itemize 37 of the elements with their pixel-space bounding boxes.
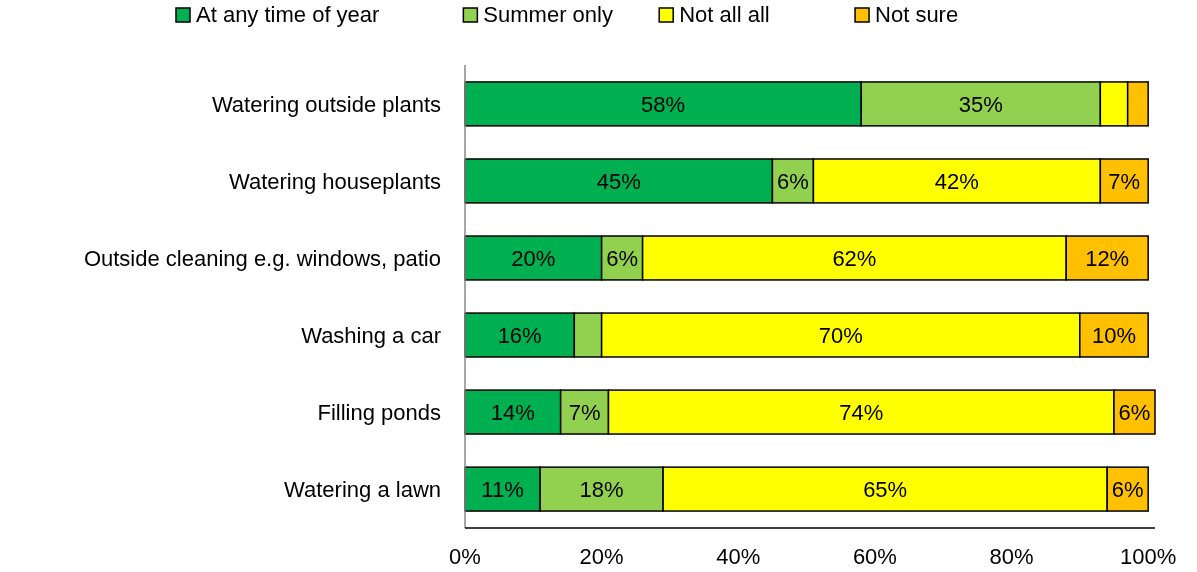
data-label: 10% — [1091, 322, 1137, 348]
data-label: 7% — [568, 399, 601, 425]
data-label: 14% — [490, 399, 535, 425]
data-label: 6% — [606, 245, 639, 271]
data-label: 42% — [934, 168, 979, 194]
x-tick-label: 60% — [852, 544, 897, 569]
data-label: 7% — [1108, 168, 1141, 194]
data-label: 70% — [818, 322, 863, 348]
data-label: 35% — [958, 91, 1003, 117]
y-tick-label: Outside cleaning e.g. windows, patio — [83, 245, 441, 271]
x-tick-label: 20% — [579, 544, 624, 569]
data-label: 65% — [863, 476, 908, 502]
data-label: 16% — [497, 322, 542, 348]
data-label: 62% — [832, 245, 877, 271]
y-tick-label: Washing a car — [301, 322, 441, 348]
y-tick-label: Filling ponds — [317, 399, 441, 425]
y-tick-label: Watering houseplants — [229, 168, 441, 194]
data-label: 6% — [1118, 399, 1151, 425]
data-label: 58% — [641, 91, 686, 117]
legend-label: Summer only — [483, 2, 613, 27]
data-label: 12% — [1085, 245, 1130, 271]
data-label: 20% — [511, 245, 556, 271]
data-label: 6% — [777, 168, 809, 194]
x-tick-label: 100% — [1120, 544, 1177, 569]
x-tick-label: 40% — [716, 544, 761, 569]
data-label: 11% — [481, 476, 524, 502]
data-label: 6% — [1111, 476, 1144, 502]
y-tick-label: Watering outside plants — [211, 91, 441, 117]
data-label: 45% — [596, 168, 641, 194]
legend-label: Not all all — [679, 2, 770, 27]
legend-label: Not sure — [875, 2, 959, 27]
data-label: 18% — [579, 476, 624, 502]
data-label: 74% — [839, 399, 884, 425]
x-tick-label: 0% — [449, 544, 481, 569]
x-tick-label: 80% — [989, 544, 1034, 569]
legend-label: At any time of year — [196, 2, 380, 27]
y-tick-label: Watering a lawn — [284, 476, 441, 502]
